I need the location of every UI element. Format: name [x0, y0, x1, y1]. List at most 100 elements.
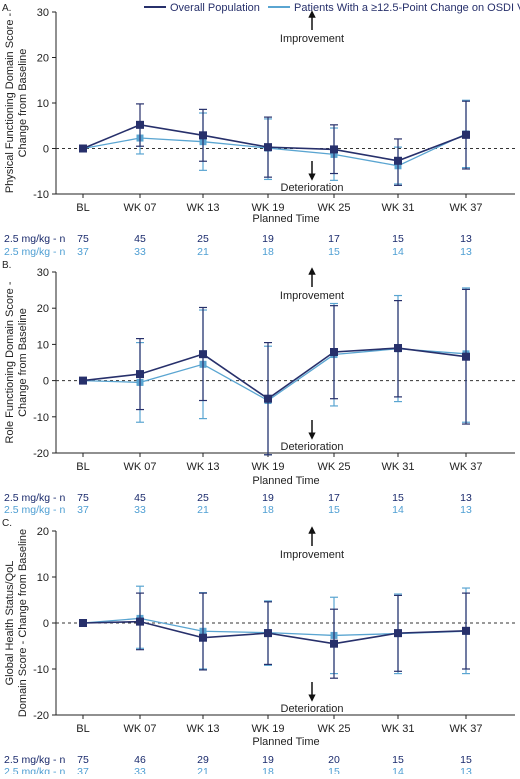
y-tick-label: 0	[43, 618, 49, 630]
x-tick-label: BL	[76, 202, 89, 214]
n-value: 14	[392, 246, 404, 258]
y-axis-title: Global Health Status/QoLDomain Score - C…	[4, 529, 29, 717]
improvement-label: Improvement	[280, 290, 344, 302]
y-axis-title-line: Domain Score - Change from Baseline	[17, 529, 29, 717]
data-point	[330, 348, 338, 357]
n-row-label: 2.5 mg/kg - n	[4, 504, 65, 516]
x-tick-label: WK 13	[186, 202, 219, 214]
n-value: 19	[262, 492, 274, 504]
n-value: 13	[460, 504, 472, 516]
x-tick-label: WK 07	[123, 461, 156, 473]
data-point	[79, 619, 87, 627]
x-tick-label: WK 37	[449, 723, 482, 735]
n-value: 37	[77, 504, 89, 516]
n-value: 75	[77, 233, 89, 245]
data-point	[136, 370, 144, 379]
x-axis-title: Planned Time	[252, 736, 319, 748]
n-value: 45	[134, 233, 146, 245]
y-tick-label: -10	[33, 664, 49, 676]
deterioration-label: Deterioration	[281, 182, 344, 194]
n-value: 46	[134, 754, 146, 766]
n-row-label: 2.5 mg/kg - n	[4, 246, 65, 258]
x-tick-label: WK 25	[317, 723, 350, 735]
n-value: 45	[134, 492, 146, 504]
y-axis-title-line: Physical Functioning Domain Score -	[4, 12, 16, 193]
n-value: 17	[328, 233, 340, 245]
y-axis-title-line: Global Health Status/QoL	[4, 561, 16, 686]
n-value: 13	[460, 492, 472, 504]
data-point	[136, 617, 144, 626]
data-point	[394, 156, 402, 165]
deterioration-label: Deterioration	[281, 703, 344, 715]
n-value: 14	[392, 766, 404, 774]
x-tick-label: WK 37	[449, 461, 482, 473]
series-overall	[79, 288, 470, 456]
n-value: 75	[77, 754, 89, 766]
data-point	[394, 629, 402, 638]
n-row-label: 2.5 mg/kg - n	[4, 492, 65, 504]
y-tick-label: 10	[37, 339, 49, 351]
y-axis-title-line: Role Functioning Domain Score -	[4, 281, 16, 443]
x-tick-label: WK 37	[449, 202, 482, 214]
improvement-label: Improvement	[280, 33, 344, 45]
panel-3: C. -20 -10 0 10 20 BL WK 07 WK 13 WK 19 WK 25 WK 31…	[2, 518, 515, 778]
y-axis-title: Role Functioning Domain Score -Change fr…	[4, 281, 29, 443]
legend-overall-label: Overall Population	[170, 2, 260, 14]
data-point	[199, 633, 207, 642]
n-value: 25	[197, 233, 209, 245]
panel-label: C.	[2, 518, 12, 529]
x-tick-label: WK 13	[186, 461, 219, 473]
y-tick-label: -20	[33, 710, 49, 722]
n-value: 18	[262, 766, 274, 774]
n-value: 15	[328, 246, 340, 258]
data-point	[264, 143, 272, 152]
data-point	[136, 120, 144, 129]
y-tick-label: 10	[37, 572, 49, 584]
y-tick-label: 0	[43, 376, 49, 388]
series-subgroup	[79, 99, 470, 185]
n-value: 29	[197, 754, 209, 766]
series-overall	[79, 100, 470, 186]
x-tick-label: BL	[76, 723, 89, 735]
x-tick-label: WK 19	[251, 723, 284, 735]
data-point	[462, 130, 470, 139]
n-value: 13	[460, 246, 472, 258]
n-value: 15	[392, 754, 404, 766]
y-tick-label: 30	[37, 267, 49, 279]
n-value: 13	[460, 766, 472, 774]
x-tick-label: WK 19	[251, 202, 284, 214]
data-point	[462, 626, 470, 635]
y-tick-label: -20	[33, 448, 49, 460]
panel-2: B. -20 -10 0 10 20 30 BL WK 07 WK 13 WK 19 WK 25 WK …	[2, 260, 515, 516]
n-value: 18	[262, 504, 274, 516]
x-tick-label: WK 13	[186, 723, 219, 735]
data-point	[462, 352, 470, 361]
x-tick-label: WK 25	[317, 202, 350, 214]
y-axis-title-line: Change from Baseline	[17, 308, 29, 417]
y-tick-label: -10	[33, 189, 49, 201]
n-value: 19	[262, 754, 274, 766]
n-value: 15	[392, 492, 404, 504]
x-axis-title: Planned Time	[252, 213, 319, 225]
data-point	[330, 145, 338, 154]
deterioration-label: Deterioration	[281, 441, 344, 453]
data-point	[199, 350, 207, 359]
x-tick-label: WK 31	[381, 461, 414, 473]
n-value: 15	[328, 504, 340, 516]
n-value: 21	[197, 766, 209, 774]
panel-label: B.	[2, 260, 11, 271]
n-value: 21	[197, 504, 209, 516]
n-value: 18	[262, 246, 274, 258]
legend-subgroup-label: Patients With a ≥12.5-Point Change on OS…	[294, 2, 520, 14]
n-value: 33	[134, 246, 146, 258]
data-point	[264, 629, 272, 638]
legend: Overall Population Patients With a ≥12.5…	[144, 2, 520, 14]
data-point	[79, 376, 87, 385]
y-tick-label: -10	[33, 412, 49, 424]
y-tick-label: 30	[37, 7, 49, 19]
improvement-label: Improvement	[280, 549, 344, 561]
n-value: 15	[392, 233, 404, 245]
y-axis-title-line: Change from Baseline	[17, 49, 29, 158]
n-value: 21	[197, 246, 209, 258]
